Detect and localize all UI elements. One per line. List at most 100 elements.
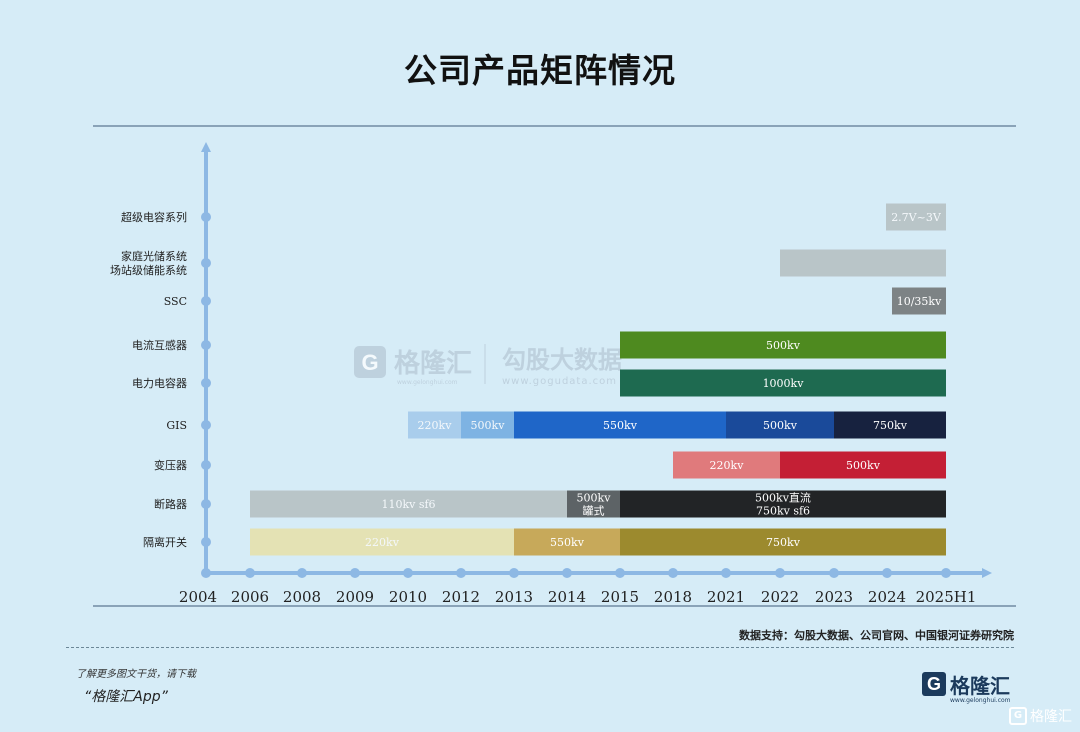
y-tick-dot — [201, 296, 211, 306]
x-tick-label: 2013 — [495, 588, 533, 606]
watermark-data-brand: 勾股大数据 — [502, 346, 622, 374]
watermark-brand: 格隆汇 — [394, 348, 472, 379]
row-label: 场站级储能系统 — [110, 263, 187, 277]
row-label: 电流互感器 — [132, 338, 187, 352]
y-axis-arrow — [201, 142, 211, 152]
x-tick-dot — [775, 568, 785, 578]
x-tick-label: 2008 — [283, 588, 321, 606]
bar-label: 500kv — [766, 339, 801, 352]
x-tick-dot — [615, 568, 625, 578]
bar-label: 500kv — [763, 419, 798, 432]
bar-segment — [567, 490, 620, 518]
x-tick-dot — [829, 568, 839, 578]
x-tick-dot — [245, 568, 255, 578]
bar-label: 110kv sf6 — [381, 498, 435, 511]
row-label: GIS — [166, 419, 187, 432]
bar-segment — [620, 369, 946, 397]
x-tick-label: 2012 — [442, 588, 480, 606]
watermark: G 格隆汇 www.gelonghui.com 勾股大数据 www.goguda… — [354, 344, 622, 387]
x-tick-dot — [456, 568, 466, 578]
bar-segment — [834, 411, 946, 439]
row-label: 变压器 — [154, 458, 187, 472]
x-tick-dot — [668, 568, 678, 578]
y-tick-dot — [201, 340, 211, 350]
x-tick-dot — [297, 568, 307, 578]
y-tick-dot — [201, 258, 211, 268]
x-tick-label: 2018 — [654, 588, 692, 606]
x-tick-dot — [721, 568, 731, 578]
x-tick-label: 2025H1 — [916, 588, 977, 606]
bar-label: 500kv — [471, 419, 506, 432]
footer-divider — [66, 647, 1014, 648]
watermark-logo-letter: G — [361, 350, 378, 375]
bar-label: 10/35kv — [897, 295, 942, 308]
x-tick-label: 2023 — [815, 588, 853, 606]
footer-app-name: “格隆汇App” — [84, 689, 168, 705]
x-tick-dot — [403, 568, 413, 578]
bar-label: 220kv — [365, 536, 400, 549]
bar-segment — [673, 451, 780, 479]
bar-label: 220kv — [418, 419, 453, 432]
x-tick-label: 2022 — [761, 588, 799, 606]
x-tick-label: 2006 — [231, 588, 269, 606]
bar-segment — [250, 528, 514, 556]
x-axis-arrow — [982, 568, 992, 578]
row-label: 电力电容器 — [132, 376, 187, 390]
bar-segment — [514, 411, 726, 439]
bar-segment — [892, 287, 946, 315]
corner-watermark: G 格隆汇 — [1009, 706, 1072, 726]
bar-segment — [726, 411, 834, 439]
y-tick-dot — [201, 537, 211, 547]
data-source: 数据支持：勾股大数据、公司官网、中国银河证券研究院 — [739, 629, 1014, 642]
x-tick-label: 2024 — [868, 588, 906, 606]
bar-segment — [514, 528, 620, 556]
row-label: 家庭光储系统 — [121, 249, 187, 263]
row-label: 隔离开关 — [143, 535, 187, 549]
bar-segment — [620, 331, 946, 359]
bar-label: 罐式 — [583, 505, 605, 518]
x-tick-label: 2009 — [336, 588, 374, 606]
bar-label: 750kv — [873, 419, 908, 432]
watermark-data-url: www.gogudata.com — [502, 376, 617, 387]
y-tick-dot — [201, 499, 211, 509]
bar-label: 750kv sf6 — [756, 505, 810, 518]
x-tick-label: 2010 — [389, 588, 427, 606]
bar-label: 500kv — [846, 459, 881, 472]
bar-label: 500kv直流 — [755, 491, 811, 505]
x-tick-dot — [201, 568, 211, 578]
bar-segment — [408, 411, 461, 439]
bar-segment — [250, 490, 567, 518]
x-tick-label: 2021 — [707, 588, 745, 606]
y-tick-dot — [201, 460, 211, 470]
bar-label: 220kv — [710, 459, 745, 472]
bar-label: 1000kv — [763, 377, 805, 390]
watermark-brand-url: www.gelonghui.com — [397, 379, 458, 386]
row-label: 超级电容系列 — [121, 210, 187, 224]
x-tick-dot — [350, 568, 360, 578]
y-tick-dot — [201, 420, 211, 430]
y-tick-dot — [201, 378, 211, 388]
corner-logo-icon: G — [1009, 707, 1027, 725]
bar-segment — [620, 490, 946, 518]
bar-label: 550kv — [603, 419, 638, 432]
bar-segment — [620, 528, 946, 556]
corner-brand: 格隆汇 — [1030, 709, 1072, 725]
page-title: 公司产品矩阵情况 — [404, 51, 676, 90]
x-tick-dot — [941, 568, 951, 578]
x-tick-label: 2015 — [601, 588, 639, 606]
bar-segment — [886, 203, 946, 231]
x-tick-label: 2004 — [179, 588, 217, 606]
bar-label: 500kv — [577, 492, 612, 505]
x-tick-dot — [882, 568, 892, 578]
brand-url: www.gelonghui.com — [950, 697, 1011, 704]
x-tick-dot — [562, 568, 572, 578]
product-matrix-chart: G 格隆汇 www.gelonghui.com 勾股大数据 www.goguda… — [93, 125, 1016, 607]
brand-logo-icon: G — [922, 672, 946, 696]
x-tick-label: 2014 — [548, 588, 586, 606]
x-tick-dot — [509, 568, 519, 578]
brand-name: 格隆汇 — [950, 673, 1010, 698]
plot-area: 2004 2006 2008 2009 2010 2012 2013 2014 2015 2018… — [110, 142, 992, 606]
brand-logo: G 格隆汇 — [922, 670, 1010, 698]
watermark-logo-box — [354, 346, 386, 378]
footer-note: 了解更多图文干货，请下载 — [76, 669, 196, 680]
